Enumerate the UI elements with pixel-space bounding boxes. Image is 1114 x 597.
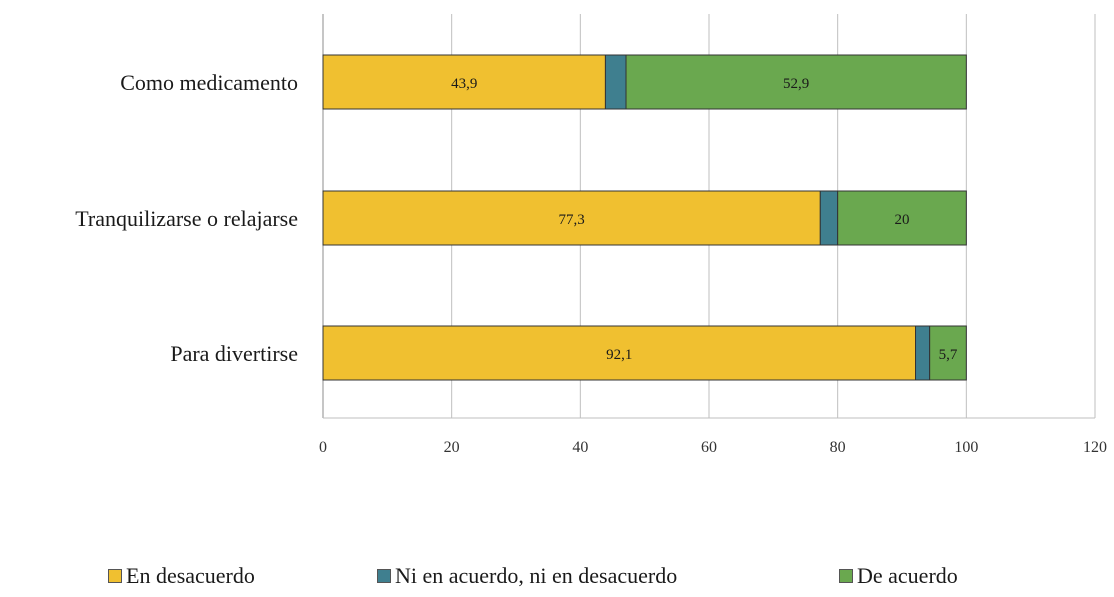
legend-swatch <box>839 569 853 583</box>
bar-segment <box>605 55 626 109</box>
legend-label: En desacuerdo <box>126 563 255 589</box>
bar-segment <box>916 326 930 380</box>
data-label: 92,1 <box>606 347 632 363</box>
category-label: Para divertirse <box>170 341 298 366</box>
legend-label: Ni en acuerdo, ni en desacuerdo <box>395 563 677 589</box>
stacked-bar-chart: Como medicamento Tranquilizarse o relajar… <box>0 0 1114 560</box>
x-tick-label: 60 <box>701 439 717 456</box>
bar-segment <box>820 191 837 245</box>
category-label: Como medicamento <box>120 70 298 95</box>
data-label: 43,9 <box>451 76 477 92</box>
x-tick-label: 100 <box>954 439 978 456</box>
legend-item-ni-en-acuerdo: Ni en acuerdo, ni en desacuerdo <box>377 563 677 589</box>
legend-swatch <box>108 569 122 583</box>
x-tick-label: 80 <box>830 439 846 456</box>
data-label: 5,7 <box>939 347 958 363</box>
legend-item-de-acuerdo: De acuerdo <box>839 563 958 589</box>
x-tick-label: 120 <box>1083 439 1107 456</box>
data-label: 20 <box>895 212 910 228</box>
category-labels: Como medicamento Tranquilizarse o relajar… <box>75 70 298 366</box>
category-label: Tranquilizarse o relajarse <box>75 206 298 231</box>
x-tick-label: 20 <box>444 439 460 456</box>
data-label: 52,9 <box>783 76 809 92</box>
x-tick-label: 40 <box>572 439 588 456</box>
legend-label: De acuerdo <box>857 563 958 589</box>
legend-swatch <box>377 569 391 583</box>
bars <box>323 55 966 380</box>
legend-item-en-desacuerdo: En desacuerdo <box>108 563 255 589</box>
x-tick-label: 0 <box>319 439 327 456</box>
x-tick-labels: 0 20 40 60 80 100 120 <box>319 439 1107 456</box>
data-label: 77,3 <box>559 212 585 228</box>
legend: En desacuerdo Ni en acuerdo, ni en desac… <box>0 563 1114 597</box>
